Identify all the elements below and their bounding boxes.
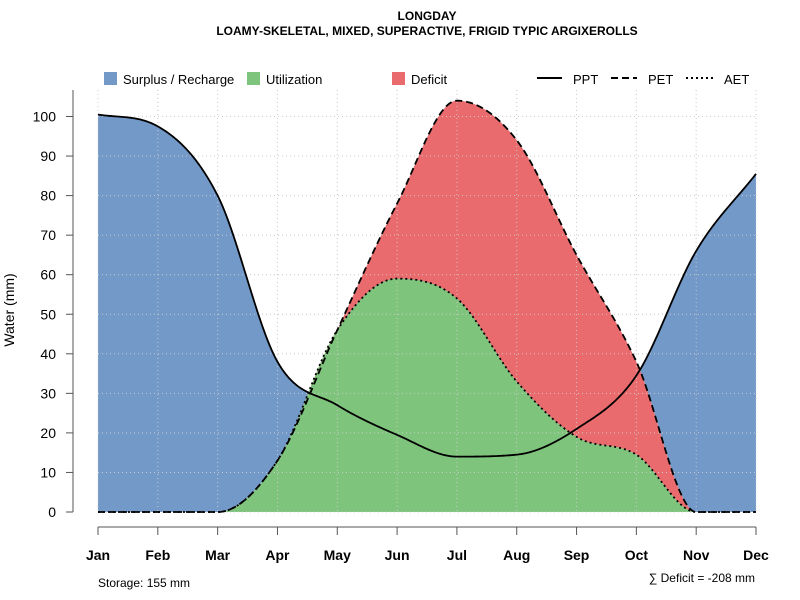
y-tick-label: 50 [40,306,56,322]
x-tick-label-jul: Jul [447,547,467,563]
deficit-sum-annotation: ∑ Deficit = -208 mm [649,571,755,585]
y-tick-label: 10 [40,464,56,480]
x-tick-label-feb: Feb [145,547,170,563]
legend-label-deficit: Deficit [411,72,448,87]
legend-swatch-surplus [104,72,117,85]
x-tick-label-apr: Apr [265,547,290,563]
x-tick-label-jan: Jan [86,547,110,563]
x-tick-label-oct: Oct [625,547,649,563]
x-tick-label-nov: Nov [683,547,710,563]
y-tick-label: 90 [40,148,56,164]
y-tick-label: 0 [48,504,56,520]
y-tick-label: 30 [40,385,56,401]
series-line-ppt [97,113,757,458]
chart-subtitle: LOAMY-SKELETAL, MIXED, SUPERACTIVE, FRIG… [216,24,637,38]
x-tick-label-mar: Mar [205,547,230,563]
y-tick-label: 20 [40,425,56,441]
x-tick-label-sep: Sep [564,547,590,563]
x-tick-label-aug: Aug [503,547,530,563]
x-tick-label-dec: Dec [743,547,769,563]
chart-title: LONGDAY [398,9,457,23]
legend-label-ppt: PPT [573,72,598,87]
y-axis-ticks: 0 10 20 30 40 50 60 70 80 90 100 [33,109,73,520]
y-tick-label: 70 [40,227,56,243]
legend-swatch-utilization [247,72,260,85]
legend-label-utilization: Utilization [266,72,322,87]
x-tick-label-may: May [324,547,351,563]
legend: Surplus / Recharge Utilization Deficit P… [104,72,749,87]
series-line-pet [98,99,756,513]
x-tick-label-jun: Jun [385,547,410,563]
legend-label-surplus: Surplus / Recharge [123,72,234,87]
y-tick-label: 80 [40,188,56,204]
y-axis-label: Water (mm) [1,273,17,346]
area-utilization [98,278,756,512]
y-tick-label: 40 [40,346,56,362]
series-line-aet [98,277,756,513]
storage-annotation: Storage: 155 mm [98,576,190,590]
y-tick-label: 100 [33,109,57,125]
x-axis-ticks: Jan Feb Mar Apr May Jun Jul Aug Sep Oct Nov Dec [86,527,769,563]
legend-label-aet: AET [724,72,749,87]
legend-label-pet: PET [648,72,673,87]
legend-swatch-deficit [392,72,405,85]
area-deficit [98,100,756,513]
y-tick-label: 60 [40,267,56,283]
grid-overlay [97,90,757,513]
